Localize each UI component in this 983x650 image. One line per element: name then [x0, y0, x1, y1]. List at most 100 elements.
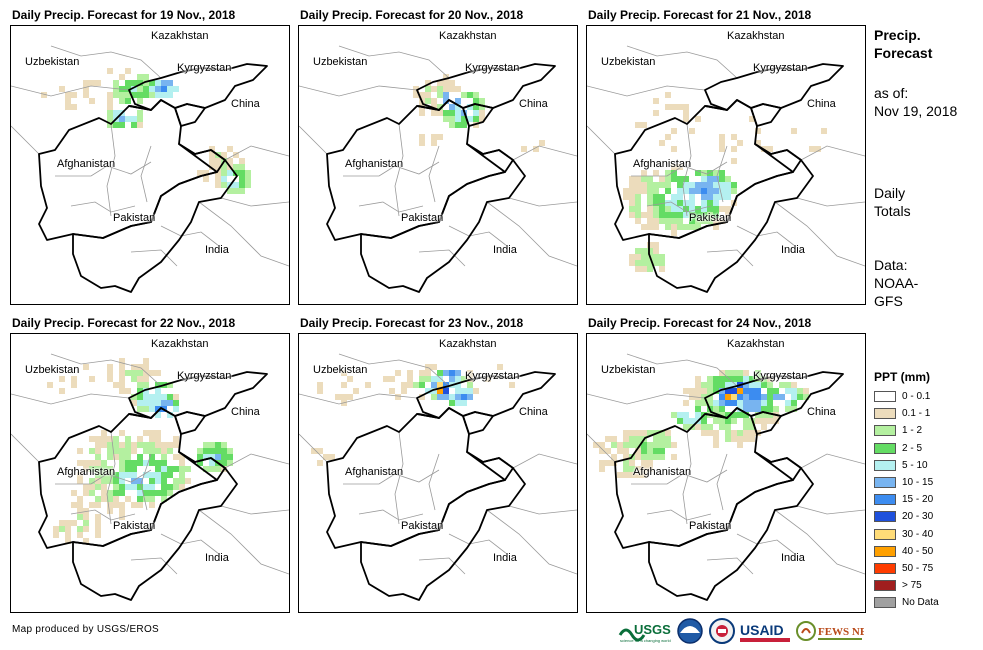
country-label-afghanistan: Afghanistan	[57, 158, 116, 170]
legend-swatch	[874, 408, 896, 420]
legend-item: 1 - 2	[874, 422, 974, 439]
country-label-uzbekistan: Uzbekistan	[25, 364, 80, 376]
country-label-uzbekistan: Uzbekistan	[25, 56, 80, 68]
country-label-kyrgyzstan: Kyrgyzstan	[177, 370, 232, 382]
legend-item: 5 - 10	[874, 457, 974, 474]
map-canvas	[587, 45, 865, 293]
country-label-kyrgyzstan: Kyrgyzstan	[177, 62, 232, 74]
panel-title: Daily Precip. Forecast for 19 Nov., 2018	[12, 8, 236, 22]
country-label-kyrgyzstan: Kyrgyzstan	[465, 370, 520, 382]
legend-item: 40 - 50	[874, 543, 974, 560]
country-label-pakistan: Pakistan	[401, 520, 444, 532]
country-label-china: China	[807, 406, 836, 418]
svg-text:science for a changing world: science for a changing world	[620, 638, 671, 643]
country-label-uzbekistan: Uzbekistan	[601, 56, 656, 68]
legend-item: 0.1 - 1	[874, 405, 974, 422]
side-title: Precip. Forecast	[874, 27, 933, 61]
country-label-afghanistan: Afghanistan	[345, 158, 404, 170]
usaid-seal	[708, 617, 736, 645]
forecast-panel: Daily Precip. Forecast for 24 Nov., 2018…	[586, 316, 876, 616]
forecast-panel: Daily Precip. Forecast for 23 Nov., 2018…	[298, 316, 588, 616]
precip-map: Kazakhstan Uzbekistan Kyrgyzstan China Afgha…	[10, 333, 290, 613]
daily-totals-label: Daily Totals	[874, 185, 911, 219]
data-source-label: Data: NOAA-GFS	[874, 257, 919, 309]
legend-label: 50 - 75	[902, 562, 934, 574]
legend-label: 0 - 0.1	[902, 391, 931, 403]
as-of-date: Nov 19, 2018	[874, 103, 958, 119]
panel-title: Daily Precip. Forecast for 22 Nov., 2018	[12, 316, 236, 330]
legend-item: > 75	[874, 577, 974, 594]
country-label-kyrgyzstan: Kyrgyzstan	[465, 62, 520, 74]
country-label-afghanistan: Afghanistan	[633, 158, 692, 170]
country-label-china: China	[519, 406, 548, 418]
legend-swatch	[874, 528, 896, 540]
panel-title: Daily Precip. Forecast for 24 Nov., 2018	[588, 316, 812, 330]
country-label-kazakhstan: Kazakhstan	[151, 30, 209, 42]
legend-item: 50 - 75	[874, 560, 974, 577]
legend-label: 10 - 15	[902, 477, 934, 489]
country-label-pakistan: Pakistan	[689, 212, 732, 224]
panel-title: Daily Precip. Forecast for 23 Nov., 2018	[300, 316, 524, 330]
legend-swatch	[874, 580, 896, 592]
legend-swatch	[874, 545, 896, 557]
country-label-kazakhstan: Kazakhstan	[727, 30, 785, 42]
country-label-pakistan: Pakistan	[113, 520, 156, 532]
legend-label: 2 - 5	[902, 442, 923, 454]
forecast-panel: Daily Precip. Forecast for 19 Nov., 2018…	[10, 8, 300, 308]
agency-logos: USGS science for a changing world USAID …	[618, 617, 875, 645]
panel-title: Daily Precip. Forecast for 20 Nov., 2018	[300, 8, 524, 22]
forecast-panel: Daily Precip. Forecast for 20 Nov., 2018…	[298, 8, 588, 308]
precip-map: Kazakhstan Uzbekistan Kyrgyzstan China Afgha…	[10, 25, 290, 305]
country-label-china: China	[231, 98, 260, 110]
country-label-uzbekistan: Uzbekistan	[313, 364, 368, 376]
country-label-china: China	[519, 98, 548, 110]
precip-map: Kazakhstan Uzbekistan Kyrgyzstan China Afgha…	[298, 333, 578, 613]
country-label-kyrgyzstan: Kyrgyzstan	[753, 370, 808, 382]
legend-item: 0 - 0.1	[874, 388, 974, 405]
legend-label: No Data	[902, 597, 939, 609]
legend-label: 30 - 40	[902, 528, 934, 540]
country-label-afghanistan: Afghanistan	[57, 466, 116, 478]
credit-text: Map produced by USGS/EROS	[12, 624, 160, 635]
country-label-india: India	[493, 244, 517, 256]
country-label-kazakhstan: Kazakhstan	[439, 338, 497, 350]
precip-map: Kazakhstan Uzbekistan Kyrgyzstan China Afgha…	[586, 333, 866, 613]
panel-title: Daily Precip. Forecast for 21 Nov., 2018	[588, 8, 812, 22]
legend-item: 15 - 20	[874, 491, 974, 508]
map-canvas	[11, 45, 289, 293]
map-canvas	[299, 45, 577, 293]
country-label-pakistan: Pakistan	[113, 212, 156, 224]
country-label-india: India	[781, 552, 805, 564]
precip-map: Kazakhstan Uzbekistan Kyrgyzstan China Afgha…	[298, 25, 578, 305]
legend-item: 30 - 40	[874, 526, 974, 543]
legend-swatch	[874, 391, 896, 403]
legend-swatch	[874, 562, 896, 574]
as-of-label: as of:	[874, 85, 909, 101]
country-label-afghanistan: Afghanistan	[633, 466, 692, 478]
legend-item: 2 - 5	[874, 440, 974, 457]
legend-title: PPT (mm)	[874, 370, 931, 384]
map-canvas	[11, 353, 289, 601]
map-canvas	[587, 353, 865, 601]
country-label-china: China	[231, 406, 260, 418]
country-label-kyrgyzstan: Kyrgyzstan	[753, 62, 808, 74]
legend-label: 20 - 30	[902, 511, 934, 523]
country-label-kazakhstan: Kazakhstan	[439, 30, 497, 42]
svg-text:USAID: USAID	[740, 622, 784, 638]
country-label-india: India	[205, 552, 229, 564]
forecast-panel: Daily Precip. Forecast for 22 Nov., 2018…	[10, 316, 300, 616]
legend-item: No Data	[874, 594, 974, 611]
country-label-uzbekistan: Uzbekistan	[601, 364, 656, 376]
map-canvas	[299, 353, 577, 601]
svg-text:FEWS NET: FEWS NET	[818, 626, 864, 638]
legend-label: 40 - 50	[902, 545, 934, 557]
usgs-logo: USGS science for a changing world	[618, 617, 674, 645]
legend-swatch	[874, 494, 896, 506]
legend-swatch	[874, 597, 896, 609]
forecast-panel: Daily Precip. Forecast for 21 Nov., 2018…	[586, 8, 876, 308]
country-label-afghanistan: Afghanistan	[345, 466, 404, 478]
country-label-kazakhstan: Kazakhstan	[727, 338, 785, 350]
legend-item: 10 - 15	[874, 474, 974, 491]
legend: PPT (mm) 0 - 0.1 0.1 - 1 1 - 2 2 - 5 5 - 10 1…	[874, 370, 974, 611]
legend-swatch	[874, 425, 896, 437]
